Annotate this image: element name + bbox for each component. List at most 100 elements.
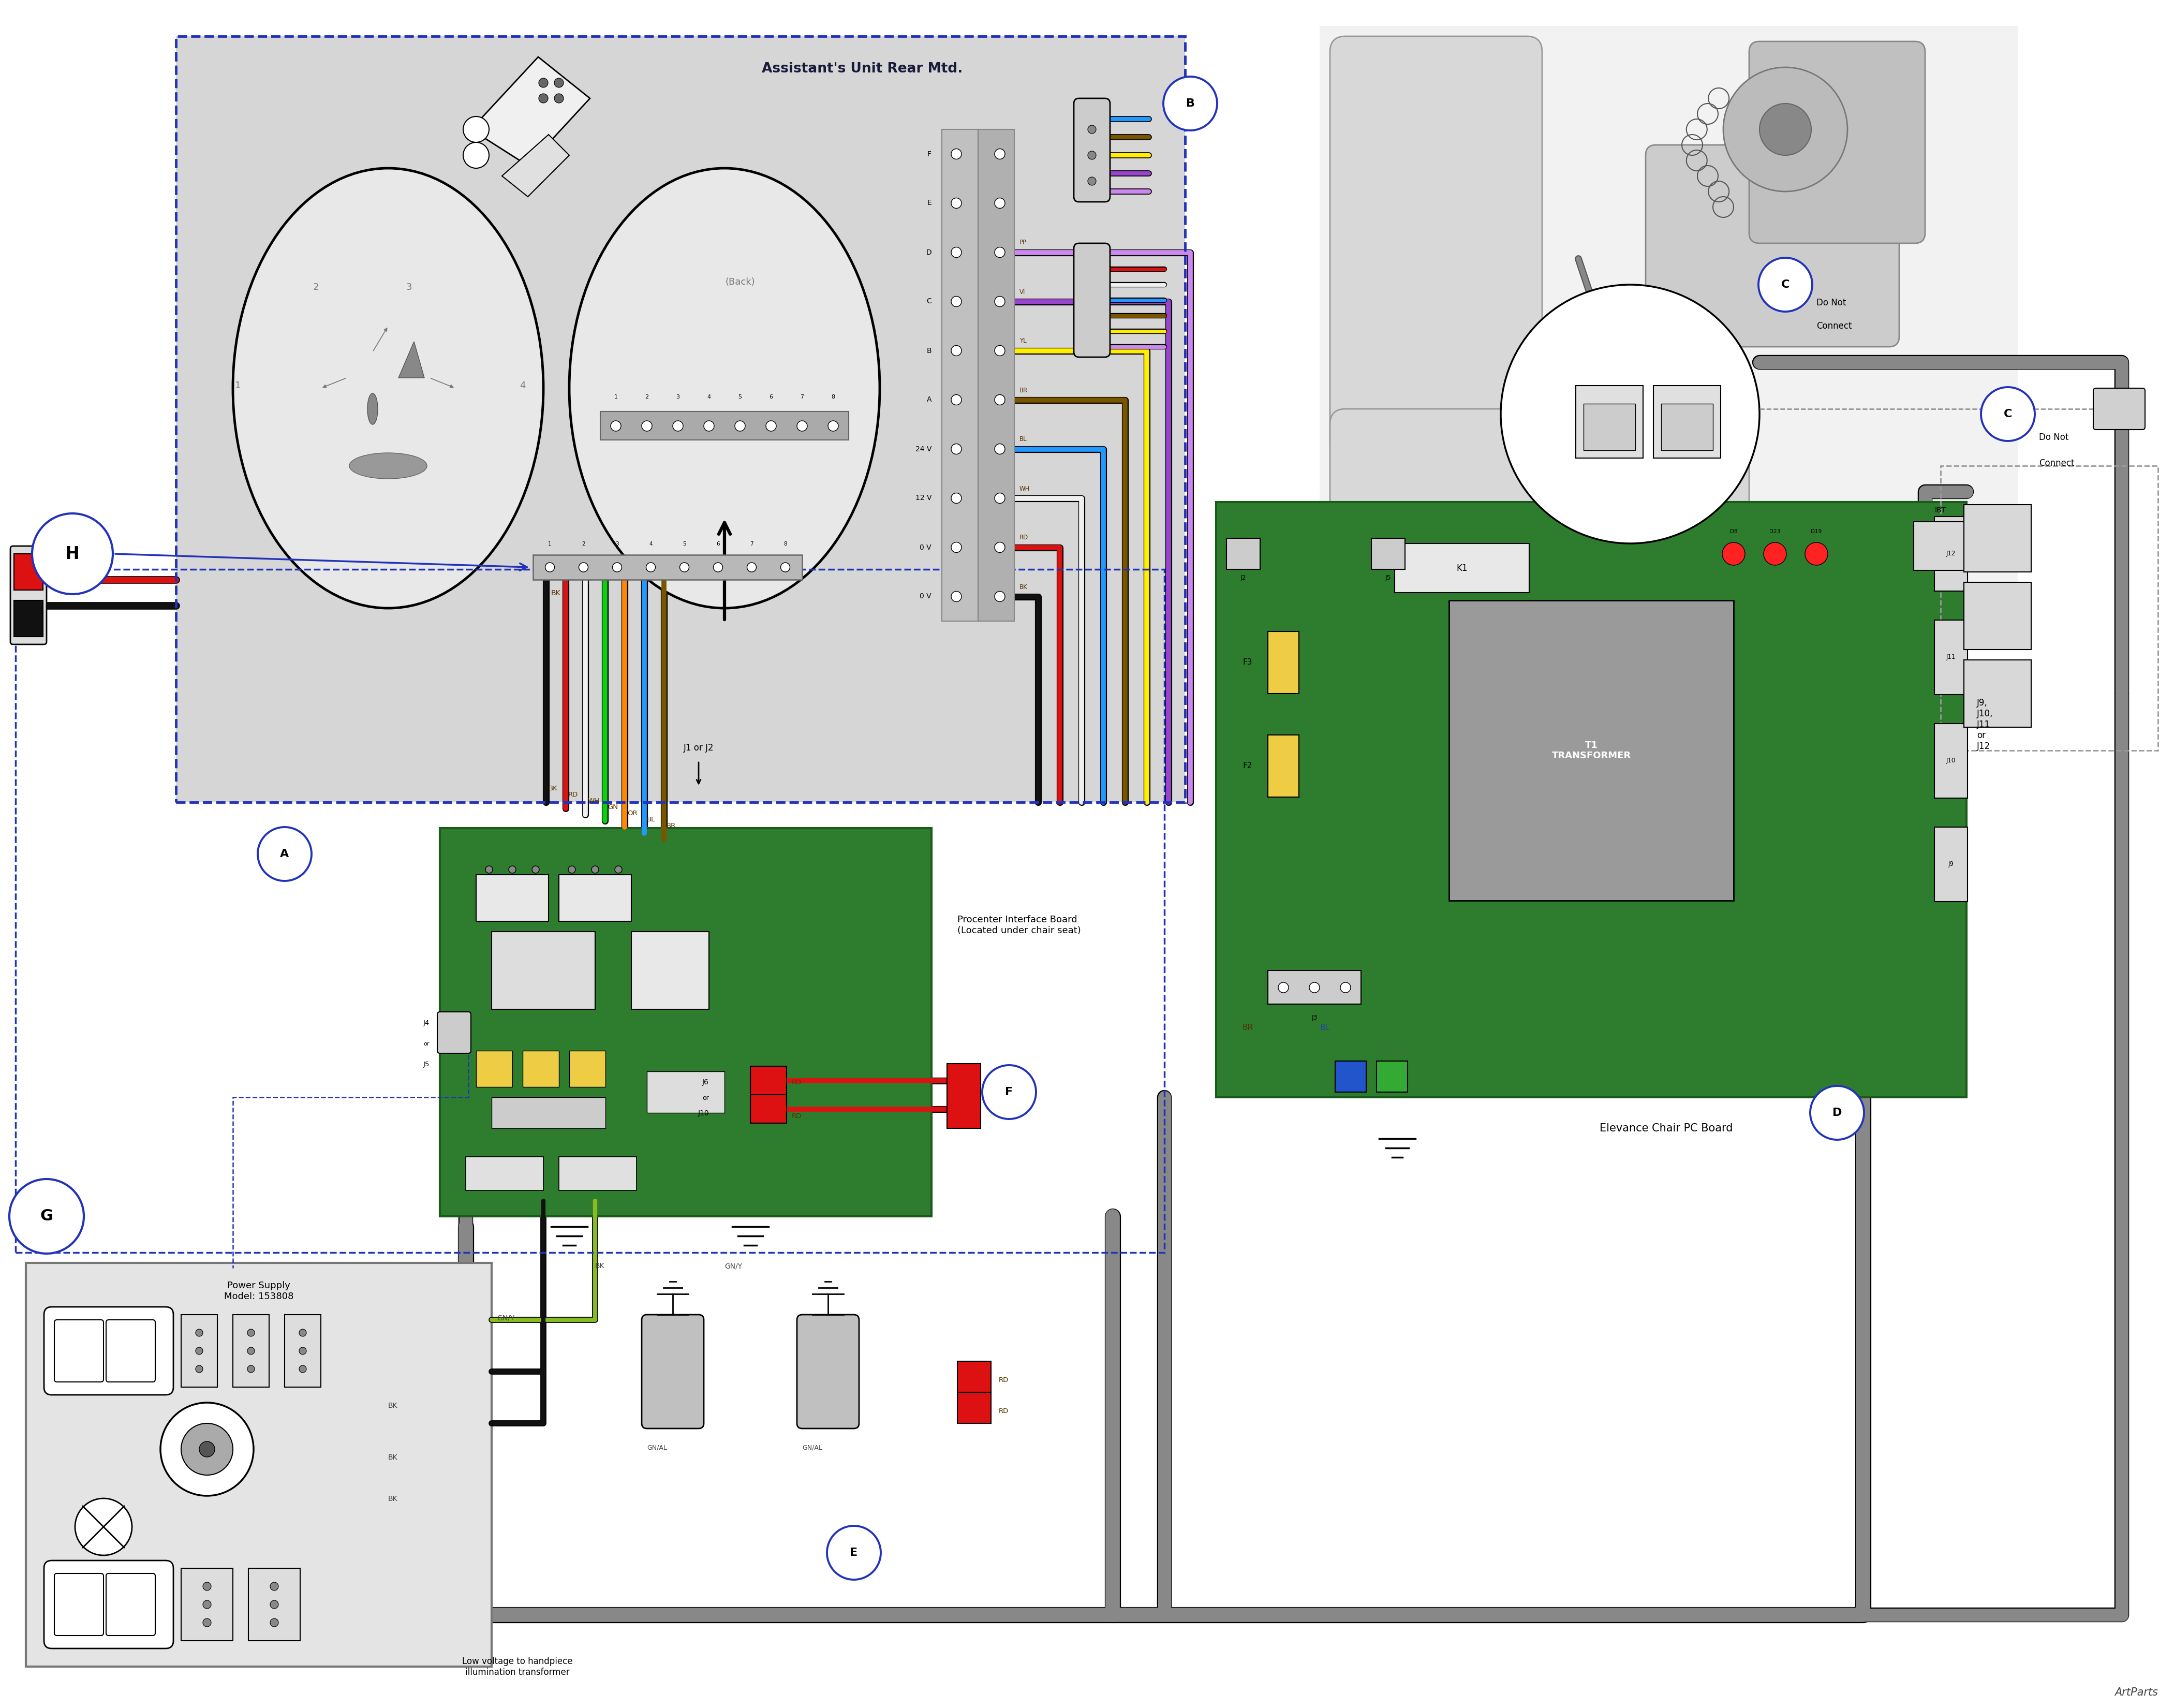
- FancyBboxPatch shape: [1963, 504, 2031, 572]
- Circle shape: [983, 1066, 1037, 1119]
- Circle shape: [463, 116, 489, 142]
- Text: 4: 4: [650, 541, 652, 547]
- Text: 3: 3: [615, 541, 620, 547]
- Text: D19: D19: [1811, 529, 1822, 535]
- Text: 6: 6: [770, 395, 774, 400]
- Bar: [491, 1097, 607, 1129]
- Circle shape: [202, 1600, 211, 1609]
- Circle shape: [76, 1498, 133, 1556]
- Bar: [476, 874, 548, 921]
- Text: J12: J12: [1946, 550, 1957, 557]
- Text: F3: F3: [1244, 659, 1252, 666]
- Text: A: A: [926, 396, 930, 403]
- Circle shape: [996, 198, 1004, 208]
- Bar: [1320, 26, 2017, 622]
- Bar: [941, 130, 978, 622]
- Text: GN: GN: [607, 804, 617, 811]
- Circle shape: [1763, 543, 1787, 565]
- Circle shape: [828, 420, 839, 430]
- FancyBboxPatch shape: [1583, 403, 1635, 451]
- Bar: [559, 1156, 637, 1190]
- Circle shape: [952, 591, 961, 601]
- Text: Assistant's Unit Rear Mtd.: Assistant's Unit Rear Mtd.: [761, 61, 963, 75]
- Circle shape: [1087, 125, 1096, 133]
- Circle shape: [270, 1582, 278, 1590]
- FancyBboxPatch shape: [1963, 659, 2031, 728]
- Text: GN/Y: GN/Y: [498, 1313, 515, 1322]
- Circle shape: [952, 248, 961, 258]
- Text: 1: 1: [235, 381, 241, 389]
- Text: (Back): (Back): [726, 277, 754, 287]
- FancyBboxPatch shape: [1935, 620, 1967, 695]
- Text: BL: BL: [648, 816, 654, 823]
- Circle shape: [1724, 67, 1848, 191]
- Bar: [1941, 466, 2159, 750]
- Circle shape: [546, 562, 554, 572]
- Circle shape: [270, 1600, 278, 1609]
- FancyBboxPatch shape: [1330, 36, 1541, 456]
- Circle shape: [952, 295, 961, 307]
- Text: J6: J6: [702, 1079, 709, 1086]
- Text: BK: BK: [552, 589, 561, 596]
- Text: F: F: [928, 150, 930, 157]
- FancyBboxPatch shape: [1935, 724, 1967, 798]
- Bar: [1267, 970, 1361, 1004]
- Text: YL: YL: [1020, 338, 1026, 345]
- Circle shape: [248, 1348, 254, 1354]
- Circle shape: [996, 248, 1004, 258]
- Text: J9,
J10,
J11
or
J12: J9, J10, J11 or J12: [1976, 699, 1994, 752]
- Text: GN/YL: GN/YL: [1383, 1050, 1407, 1057]
- Bar: [750, 1095, 787, 1124]
- Text: E: E: [850, 1547, 859, 1558]
- Circle shape: [202, 1582, 211, 1590]
- Text: 0 V: 0 V: [920, 593, 930, 600]
- Bar: [1215, 502, 1967, 1097]
- Circle shape: [1087, 178, 1096, 184]
- Text: BL: BL: [1320, 1023, 1330, 1032]
- Bar: [559, 874, 630, 921]
- FancyBboxPatch shape: [1396, 543, 1528, 593]
- Circle shape: [826, 1525, 880, 1580]
- Circle shape: [248, 1365, 254, 1373]
- FancyBboxPatch shape: [54, 1320, 104, 1382]
- Text: C: C: [926, 297, 930, 306]
- Ellipse shape: [367, 393, 378, 424]
- Text: Low voltage to handpiece
illumination transformer: Low voltage to handpiece illumination tr…: [463, 1657, 572, 1677]
- Circle shape: [952, 345, 961, 355]
- Text: RD: RD: [791, 1079, 802, 1086]
- Ellipse shape: [570, 167, 880, 608]
- Circle shape: [996, 444, 1004, 454]
- Circle shape: [1759, 104, 1811, 155]
- Text: GN/Y: GN/Y: [724, 1262, 741, 1269]
- Circle shape: [270, 1619, 278, 1626]
- Circle shape: [9, 1179, 85, 1254]
- FancyBboxPatch shape: [107, 1573, 154, 1636]
- Text: J5: J5: [1385, 574, 1391, 581]
- Bar: [248, 1568, 300, 1641]
- Text: G: G: [39, 1209, 52, 1225]
- Circle shape: [161, 1402, 254, 1496]
- Text: or: or: [424, 1042, 430, 1047]
- Circle shape: [952, 198, 961, 208]
- Text: F2: F2: [1244, 762, 1252, 770]
- Bar: [648, 1071, 724, 1114]
- Bar: [491, 931, 596, 1009]
- Bar: [1226, 538, 1261, 569]
- FancyBboxPatch shape: [1750, 41, 1926, 243]
- Text: 1: 1: [548, 541, 552, 547]
- FancyBboxPatch shape: [798, 1315, 859, 1428]
- Bar: [285, 1315, 322, 1387]
- Bar: [13, 553, 43, 589]
- Bar: [176, 36, 1185, 803]
- FancyBboxPatch shape: [1963, 582, 2031, 649]
- Text: BK: BK: [596, 1262, 604, 1269]
- Bar: [1376, 1061, 1407, 1091]
- Text: BL: BL: [1020, 436, 1026, 442]
- Circle shape: [798, 420, 807, 430]
- Text: A: A: [280, 849, 289, 859]
- Bar: [439, 828, 930, 1216]
- Text: WH: WH: [1020, 485, 1030, 492]
- FancyBboxPatch shape: [43, 1307, 174, 1395]
- FancyBboxPatch shape: [1935, 827, 1967, 902]
- Bar: [233, 1315, 270, 1387]
